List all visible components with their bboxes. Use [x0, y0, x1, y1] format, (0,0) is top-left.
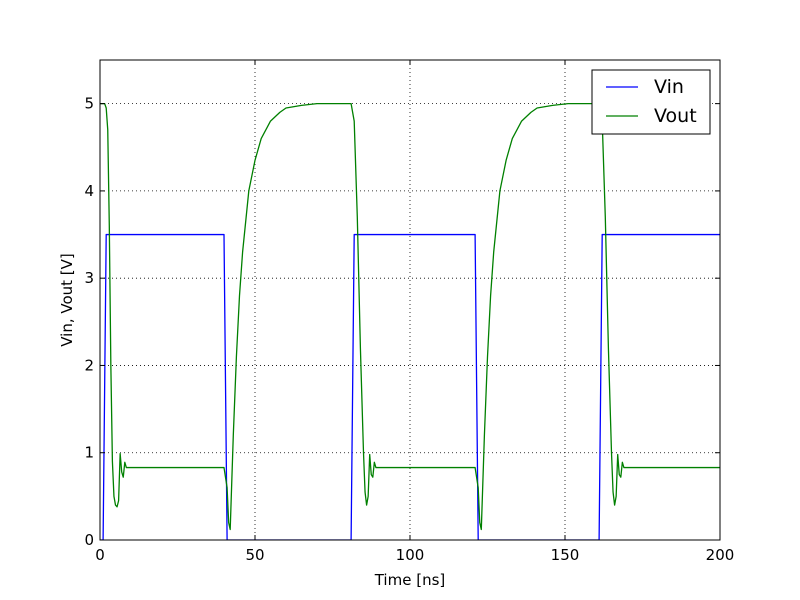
- y-tick-label: 4: [84, 182, 94, 200]
- y-axis-label: Vin, Vout [V]: [58, 253, 76, 347]
- x-tick-label: 50: [245, 546, 264, 564]
- x-tick-label: 100: [396, 546, 425, 564]
- series-line-vin: [100, 233, 720, 540]
- legend-label-vout: Vout: [654, 105, 697, 127]
- legend-label-vin: Vin: [654, 76, 684, 98]
- x-axis-label: Time [ns]: [374, 571, 446, 589]
- legend: Vin Vout: [591, 69, 711, 135]
- series-layer: [100, 102, 720, 540]
- x-tick-label: 150: [551, 546, 580, 564]
- x-tick-labels: 0 50 100 150 200: [95, 546, 734, 564]
- x-tick-label: 0: [95, 546, 105, 564]
- y-tick-label: 1: [84, 444, 94, 462]
- y-tick-label: 5: [84, 95, 94, 113]
- x-tick-label: 200: [706, 546, 735, 564]
- grid: [100, 60, 720, 540]
- y-tick-label: 3: [84, 269, 94, 287]
- y-tick-label: 2: [84, 356, 94, 374]
- legend-box: [591, 69, 711, 135]
- y-tick-labels: 0 1 2 3 4 5: [84, 95, 94, 549]
- series-line-vout: [100, 102, 720, 531]
- ticks: [99, 60, 721, 541]
- y-tick-label: 0: [84, 531, 94, 549]
